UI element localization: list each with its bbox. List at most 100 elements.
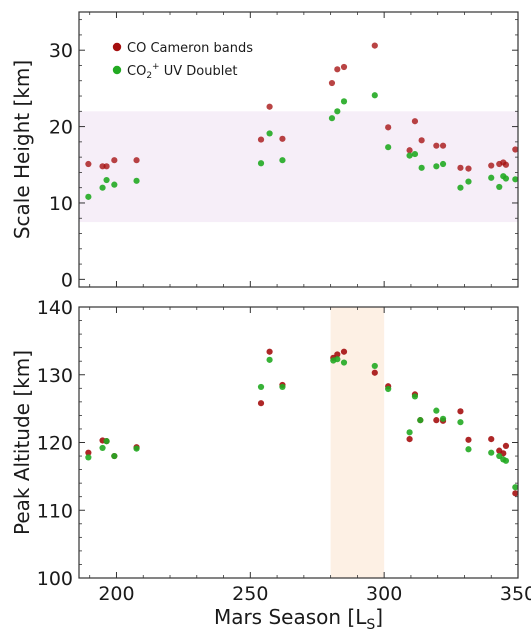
co-cameron-point [465, 165, 472, 172]
co-cameron-point [266, 348, 273, 355]
co-cameron-point [111, 157, 118, 164]
co2-uv-doublet-point [279, 383, 286, 391]
co-cameron-point [433, 417, 440, 424]
y-tick-label: 0 [61, 269, 73, 291]
co2-uv-doublet-point [257, 160, 265, 167]
y-tick-label: 30 [49, 40, 73, 62]
co2-uv-doublet-point [406, 152, 413, 159]
co-cameron-point [406, 436, 413, 443]
y-tick-label: 10 [49, 193, 73, 215]
x-axis-label-end: ] [375, 605, 383, 629]
co-cameron-point [334, 66, 341, 73]
co-cameron-point [411, 118, 419, 125]
scale-height-ticks: 0 10 20 30 [49, 12, 519, 291]
y-tick-label: 110 [37, 500, 73, 522]
x-axis-label-subscript: S [366, 617, 375, 633]
co2-uv-doublet-point [418, 164, 425, 171]
y-tick-label: 130 [37, 365, 73, 387]
co2-uv-doublet-point [340, 98, 348, 105]
co2-uv-doublet-point [99, 184, 106, 191]
co-cameron-point [371, 42, 378, 49]
co-cameron-point [439, 142, 447, 149]
x-tick-label: 250 [232, 583, 268, 605]
legend-label-co-cameron: CO Cameron bands [127, 41, 253, 56]
legend-label-co2-uv-doublet: CO2+ UV Doublet [127, 62, 237, 81]
legend-marker-co2-uv-doublet [112, 65, 122, 75]
y-tick-label: 140 [37, 297, 73, 319]
peak-altitude-markers [85, 348, 519, 497]
co-cameron-point [502, 161, 510, 168]
co-cameron-point [457, 164, 464, 171]
co2-uv-doublet-point [465, 446, 472, 453]
peak-altitude-shaded-season-band [330, 307, 385, 578]
co2-uv-doublet-point [103, 438, 110, 445]
peak-altitude-panel: 100 110 120 130 140 200 250 300 350 Peak Altitud… [10, 297, 531, 633]
co2-uv-doublet-point [512, 176, 519, 183]
co-cameron-point [406, 147, 413, 154]
co-cameron-point [488, 162, 495, 169]
co2-uv-doublet-point [496, 183, 503, 191]
co2-uv-doublet-point [411, 393, 419, 400]
legend: CO Cameron bands CO2+ UV Doublet [112, 41, 253, 81]
x-tick-label: 350 [500, 583, 531, 605]
co2-uv-doublet-point [465, 178, 472, 185]
peak-altitude-y-axis-label: Peak Altitude [km] [10, 350, 34, 535]
co-cameron-point [385, 124, 392, 131]
co2-uv-doublet-point [385, 144, 392, 151]
co2-uv-doublet-point [279, 157, 286, 164]
co2-uv-doublet-point [334, 356, 341, 363]
co-cameron-point [502, 442, 510, 449]
co2-uv-doublet-point [371, 92, 378, 99]
co2-uv-doublet-point [340, 359, 348, 366]
co2-uv-doublet-point [502, 175, 510, 182]
y-tick-label: 20 [49, 117, 73, 139]
co2-uv-doublet-point [85, 454, 92, 461]
co-cameron-point [334, 351, 341, 358]
co2-uv-doublet-point [488, 449, 495, 456]
co-cameron-point [488, 436, 495, 443]
x-tick-label: 200 [98, 583, 134, 605]
x-axis-label-main: Mars Season [L [214, 605, 367, 629]
co-cameron-point [433, 142, 440, 149]
y-tick-label: 100 [37, 568, 73, 590]
legend-label-co2-base: CO [127, 64, 146, 79]
co-cameron-point [340, 63, 348, 71]
co2-uv-doublet-point [99, 444, 106, 452]
co-cameron-point [103, 163, 110, 170]
legend-label-co2-rest: UV Doublet [160, 64, 238, 79]
co2-uv-doublet-point [133, 177, 140, 184]
peak-altitude-axes-frame [78, 306, 519, 579]
co-cameron-point [266, 103, 273, 110]
co2-uv-doublet-point [406, 429, 413, 436]
scale-height-panel: 0 10 20 30 Scale Height [km] CO Cameron ban… [10, 11, 519, 291]
y-tick-label: 120 [37, 433, 73, 455]
co2-uv-doublet-point [439, 160, 447, 168]
co-cameron-point [133, 157, 140, 164]
co2-uv-doublet-point [257, 383, 265, 391]
co2-uv-doublet-point [385, 385, 392, 393]
legend-label-co2-superscript: + [152, 62, 160, 72]
co2-uv-doublet-point [411, 150, 419, 158]
legend-label-co2-subscript: 2 [146, 71, 152, 81]
peak-altitude-ticks: 100 110 120 130 140 200 250 300 350 [37, 297, 531, 605]
co2-uv-doublet-point [439, 415, 447, 422]
co2-uv-doublet-point [328, 115, 336, 122]
co-cameron-point [257, 400, 265, 407]
co2-uv-doublet-point [334, 108, 341, 115]
co2-uv-doublet-point [133, 445, 140, 452]
scale-height-markers [85, 42, 519, 200]
co-cameron-point [371, 369, 378, 376]
co2-uv-doublet-point [266, 130, 273, 137]
co2-uv-doublet-point [266, 356, 273, 363]
co2-uv-doublet-point [85, 193, 92, 200]
x-tick-label: 300 [366, 583, 402, 605]
co2-uv-doublet-point [457, 184, 464, 191]
co-cameron-point [328, 79, 336, 87]
co-cameron-point [512, 146, 519, 153]
scale-height-shaded-band [79, 111, 518, 223]
co-cameron-point [465, 436, 472, 443]
scale-height-axes-frame [78, 11, 519, 288]
co2-uv-doublet-point [111, 181, 118, 188]
co-cameron-point [418, 137, 425, 144]
